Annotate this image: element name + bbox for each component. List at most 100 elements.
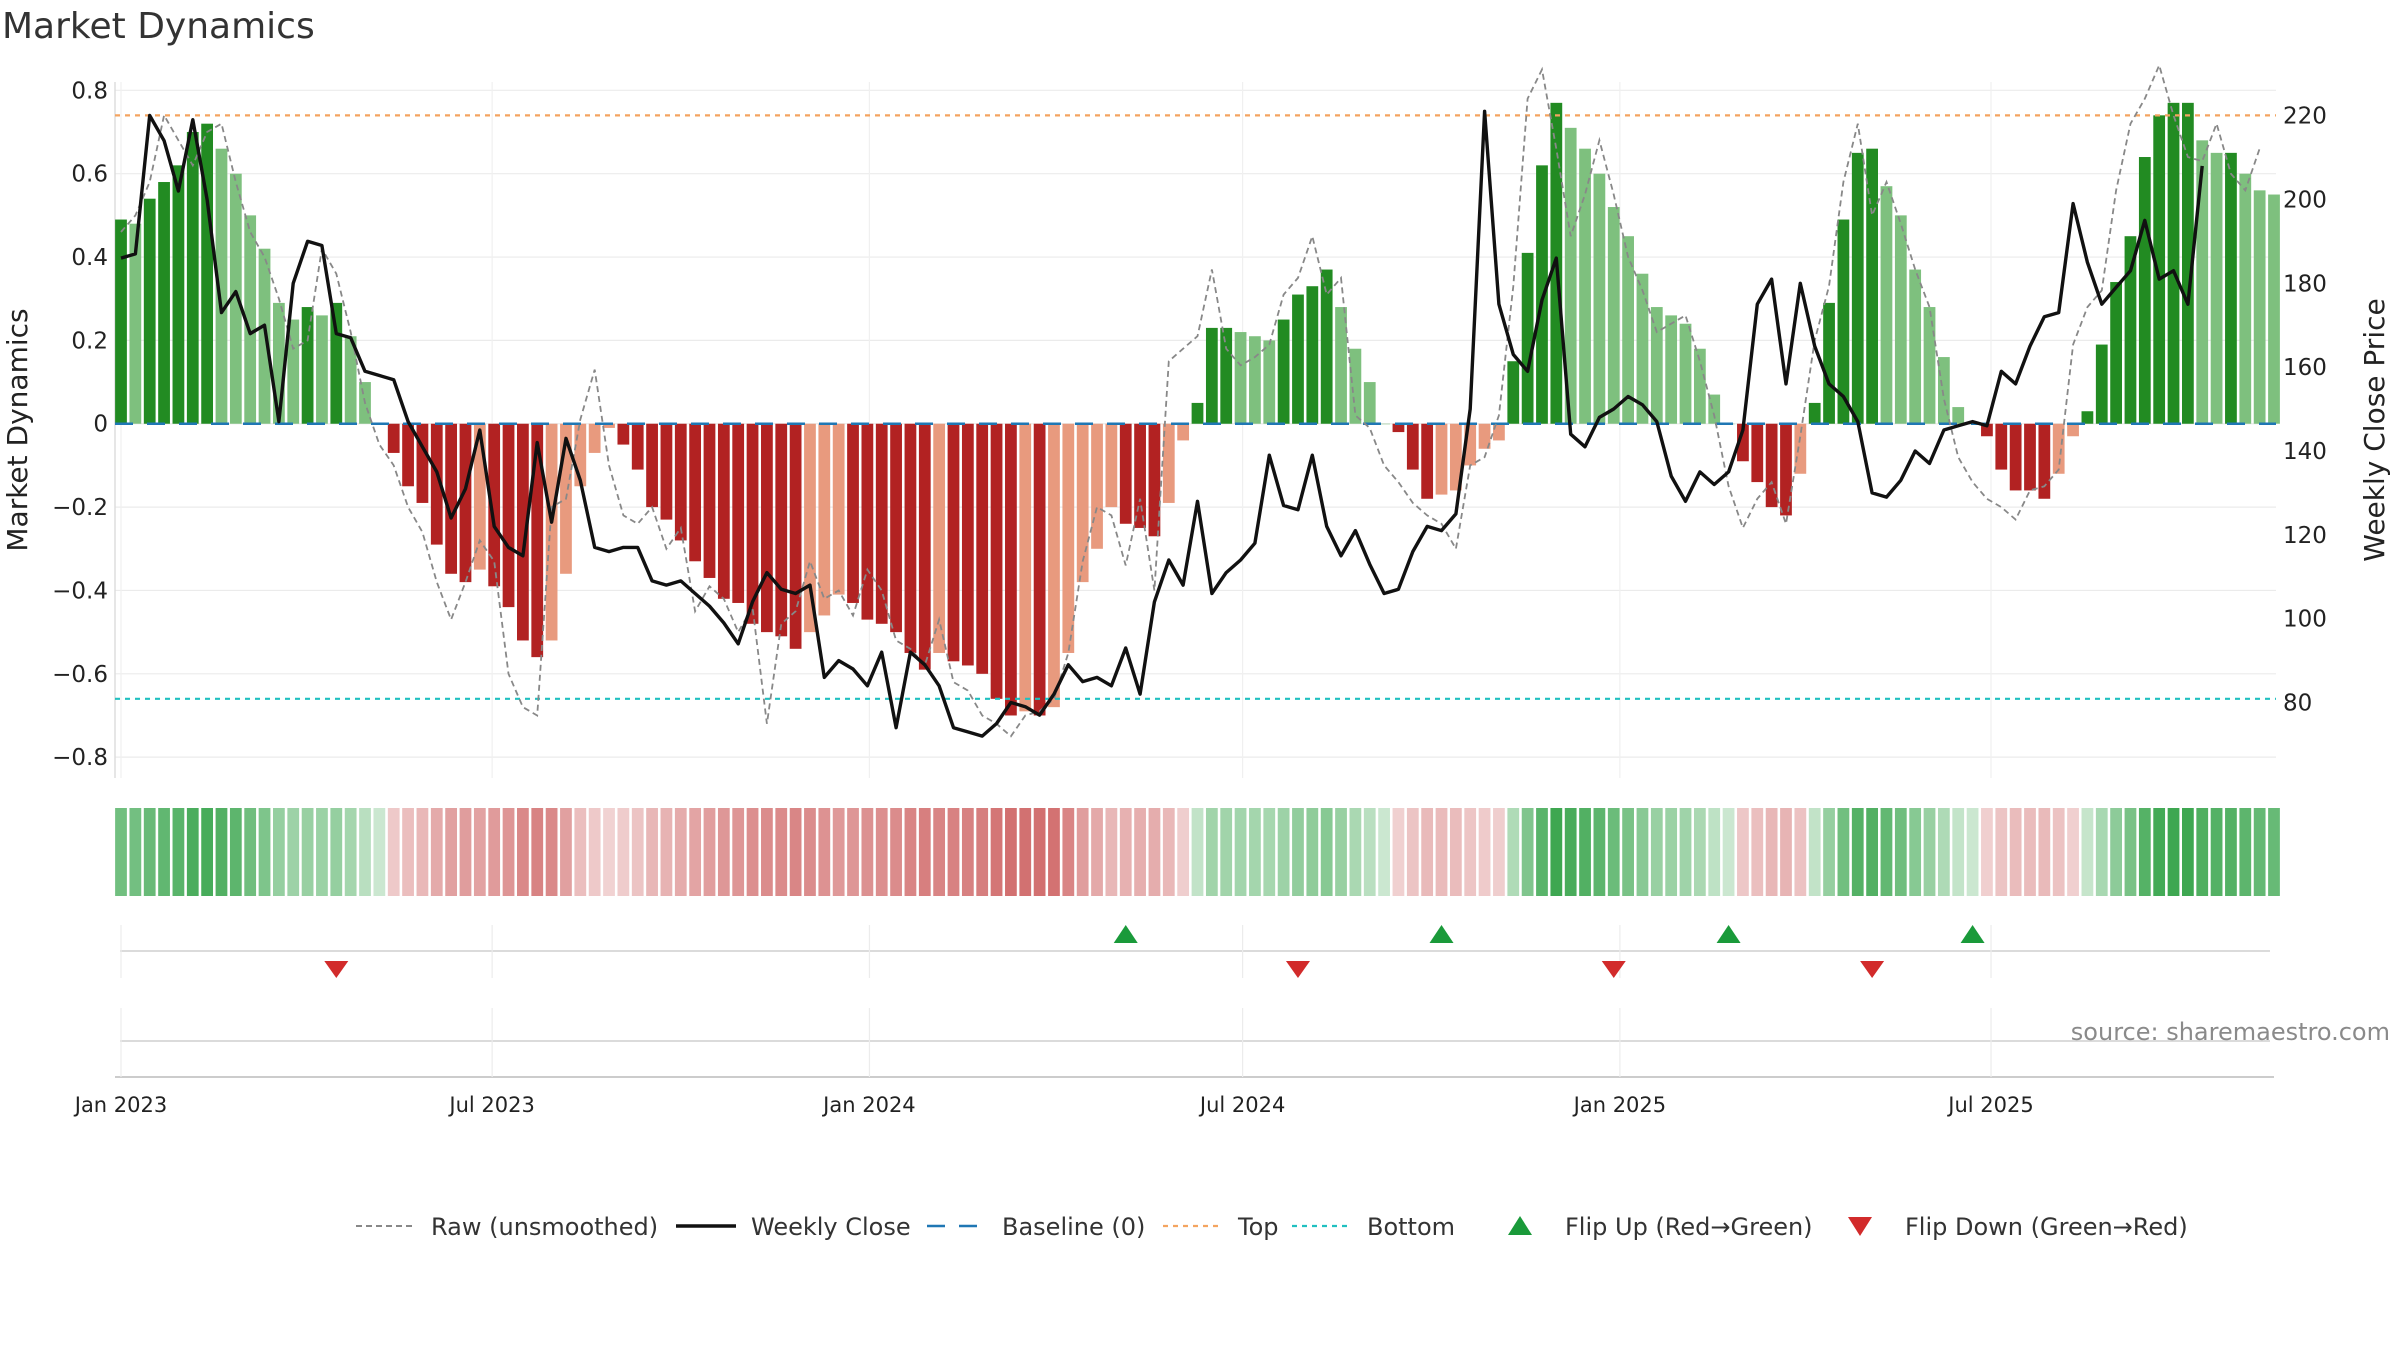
legend-label-bottom: Bottom bbox=[1367, 1213, 1455, 1241]
bar-147 bbox=[2225, 152, 2237, 424]
y2-tick-label-4: 140 bbox=[2283, 439, 2327, 465]
chart-title: Market Dynamics bbox=[2, 6, 315, 47]
bar-44 bbox=[746, 423, 759, 624]
bar-89 bbox=[1392, 423, 1405, 433]
flip-markers-panel bbox=[120, 925, 2270, 978]
strip-cell-97 bbox=[1507, 808, 1520, 896]
y2-axis-ticks: 220 200 180 160 140 120 100 80 bbox=[2283, 104, 2327, 717]
strip-cell-21 bbox=[416, 808, 429, 896]
y2-tick-label-1: 200 bbox=[2283, 187, 2327, 213]
bar-43 bbox=[732, 423, 745, 603]
bar-26 bbox=[488, 423, 501, 587]
bar-45 bbox=[761, 423, 773, 633]
legend-item-baseline: Baseline (0) bbox=[927, 1213, 1145, 1241]
bar-116 bbox=[1780, 423, 1792, 516]
strip-cell-148 bbox=[2239, 808, 2252, 896]
strip-cell-98 bbox=[1521, 808, 1534, 896]
bar-133 bbox=[2024, 423, 2036, 491]
bar-23 bbox=[445, 423, 458, 574]
strip-cell-132 bbox=[2009, 808, 2022, 896]
bar-83 bbox=[1306, 286, 1319, 424]
strip-cell-138 bbox=[2095, 808, 2108, 896]
legend-item-raw: Raw (unsmoothed) bbox=[356, 1213, 658, 1241]
bar-4 bbox=[172, 165, 185, 424]
strip-cell-72 bbox=[1148, 808, 1161, 896]
bar-98 bbox=[1521, 252, 1534, 424]
bar-106 bbox=[1636, 273, 1649, 424]
strip-cell-53 bbox=[875, 808, 888, 896]
bar-148 bbox=[2239, 173, 2252, 424]
strip-cell-67 bbox=[1076, 808, 1089, 896]
strip-cell-118 bbox=[1808, 808, 1821, 896]
legend-item-top: Top bbox=[1163, 1213, 1279, 1241]
strip-cell-57 bbox=[933, 808, 946, 896]
bar-150 bbox=[2268, 194, 2280, 424]
strip-cell-3 bbox=[158, 808, 170, 896]
bar-42 bbox=[717, 423, 730, 599]
bar-73 bbox=[1162, 423, 1175, 503]
strip-cell-96 bbox=[1493, 808, 1505, 896]
bar-130 bbox=[1981, 423, 1993, 437]
bar-19 bbox=[387, 423, 400, 453]
bar-6 bbox=[201, 123, 214, 424]
strip-cell-70 bbox=[1119, 808, 1132, 896]
strip-cell-150 bbox=[2268, 808, 2280, 896]
strip-cell-56 bbox=[918, 808, 931, 896]
y2-tick-label-7: 80 bbox=[2283, 691, 2312, 717]
strip-cell-8 bbox=[229, 808, 242, 896]
series-lines bbox=[120, 62, 2261, 738]
bar-92 bbox=[1435, 423, 1448, 495]
bar-149 bbox=[2253, 190, 2266, 424]
bar-48 bbox=[804, 423, 816, 633]
bar-72 bbox=[1148, 423, 1161, 537]
strip-cell-30 bbox=[545, 808, 558, 896]
bar-128 bbox=[1952, 407, 1965, 424]
bar-1 bbox=[129, 223, 142, 424]
y-tick-label-7: −0.6 bbox=[52, 662, 108, 688]
market-dynamics-bars bbox=[115, 102, 2280, 716]
strip-cell-48 bbox=[804, 808, 816, 896]
strip-cell-74 bbox=[1177, 808, 1190, 896]
y-tick-label-5: −0.2 bbox=[52, 495, 108, 521]
strip-cell-0 bbox=[115, 808, 127, 896]
strip-cell-84 bbox=[1320, 808, 1333, 896]
bar-41 bbox=[703, 423, 716, 578]
bar-134 bbox=[2038, 423, 2051, 499]
strip-cell-125 bbox=[1909, 808, 1922, 896]
bar-55 bbox=[904, 423, 917, 653]
y-tick-label-2: 0.4 bbox=[71, 245, 108, 271]
bar-80 bbox=[1263, 340, 1276, 424]
strip-cell-93 bbox=[1449, 808, 1462, 896]
bar-137 bbox=[2081, 411, 2094, 424]
strip-cell-112 bbox=[1722, 808, 1735, 896]
strip-cell-42 bbox=[717, 808, 730, 896]
bar-34 bbox=[603, 423, 615, 428]
strip-cell-81 bbox=[1277, 808, 1290, 896]
bar-113 bbox=[1737, 423, 1749, 462]
flip-up-marker-0 bbox=[1113, 925, 1138, 943]
bar-60 bbox=[976, 423, 989, 674]
bar-122 bbox=[1866, 148, 1878, 424]
strip-cell-51 bbox=[847, 808, 859, 896]
bar-68 bbox=[1091, 423, 1103, 549]
y-tick-label-1: 0.6 bbox=[71, 162, 108, 188]
bar-94 bbox=[1464, 423, 1477, 466]
raw-line bbox=[120, 62, 2261, 738]
bar-93 bbox=[1449, 423, 1462, 491]
strip-cell-73 bbox=[1162, 808, 1175, 896]
strip-cell-114 bbox=[1751, 808, 1764, 896]
strip-cell-58 bbox=[947, 808, 960, 896]
strip-cell-78 bbox=[1234, 808, 1247, 896]
y-tick-label-3: 0.2 bbox=[71, 328, 108, 354]
legend-label-flip_down: Flip Down (Green→Red) bbox=[1905, 1213, 2188, 1241]
strip-cell-88 bbox=[1378, 808, 1390, 896]
bar-125 bbox=[1909, 269, 1922, 424]
bar-32 bbox=[574, 423, 587, 487]
strip-cell-83 bbox=[1306, 808, 1319, 896]
strip-cell-104 bbox=[1607, 808, 1620, 896]
x-tick-label-5: Jul 2025 bbox=[1946, 1093, 2033, 1117]
bar-28 bbox=[517, 423, 529, 641]
bar-29 bbox=[531, 423, 544, 658]
flip-down-marker-1 bbox=[1285, 961, 1310, 978]
bar-51 bbox=[847, 423, 859, 603]
